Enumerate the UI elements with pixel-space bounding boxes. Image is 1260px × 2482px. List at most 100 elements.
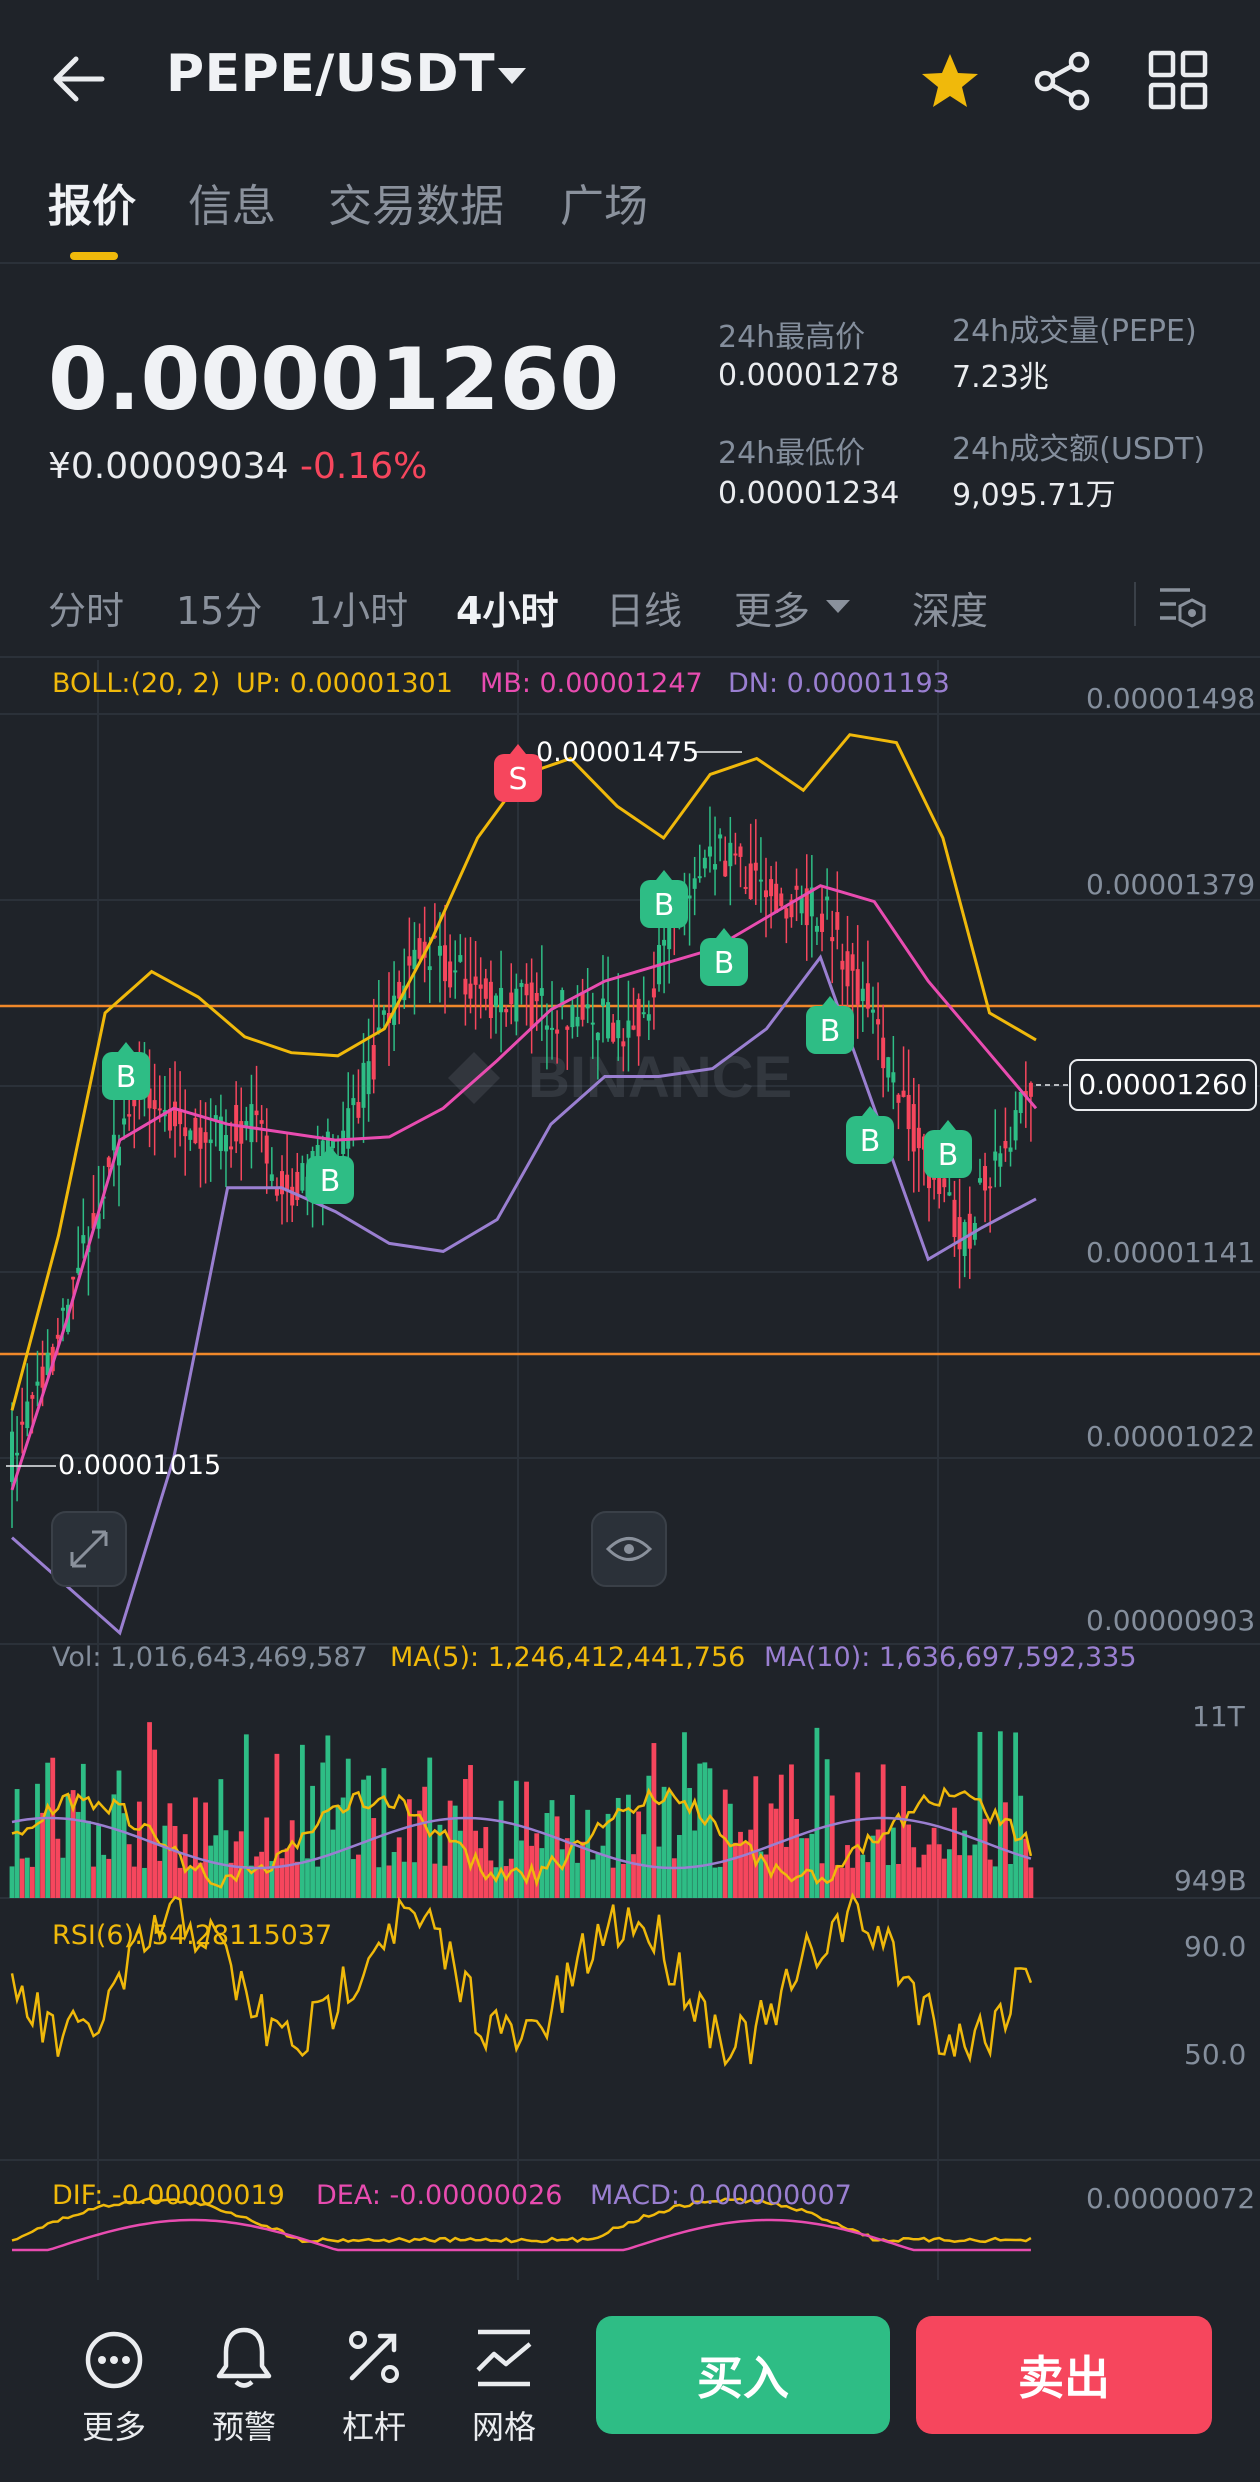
tf-more[interactable]: 更多 — [734, 589, 811, 633]
candle — [687, 873, 692, 946]
tf-depth[interactable]: 深度 — [912, 589, 989, 633]
macd-value: MACD: 0.00000007 — [590, 2180, 852, 2211]
visibility-button[interactable] — [591, 1511, 667, 1587]
candle — [499, 950, 504, 1053]
volume-bar — [865, 1862, 871, 1898]
buy-signal-marker[interactable]: B — [700, 928, 748, 986]
grid-label[interactable]: 网格 — [471, 2408, 536, 2446]
volume-bar — [702, 1762, 708, 1898]
tf-daily[interactable]: 日线 — [606, 589, 683, 633]
tf-1h[interactable]: 1小时 — [308, 589, 409, 633]
rsi-axis-label: 90.0 — [1184, 1930, 1247, 1963]
volume-bar — [758, 1851, 764, 1898]
volume-bar — [600, 1845, 606, 1898]
candle — [621, 1028, 626, 1072]
volume-bar — [264, 1817, 270, 1898]
volume-bar — [29, 1866, 35, 1898]
candle — [916, 1084, 921, 1192]
volume-bar — [442, 1865, 448, 1898]
buy-button[interactable]: 买入 — [596, 2316, 890, 2434]
volume-bar — [457, 1830, 463, 1898]
volume-bar — [661, 1786, 667, 1898]
volume-bar — [274, 1753, 280, 1898]
volume-bar — [396, 1837, 402, 1898]
volume-bar — [406, 1799, 412, 1898]
kline-chart[interactable]: BINANCE B B B B B B B S 0.00001475 0.00001015 0… — [0, 660, 1260, 2280]
volume-bar — [361, 1779, 366, 1898]
fullscreen-button[interactable] — [51, 1511, 127, 1587]
candle — [881, 1004, 886, 1098]
svg-text:B: B — [938, 1138, 959, 1173]
candle — [794, 868, 799, 922]
high-value: 0.00001278 — [718, 358, 900, 393]
more-dots-icon[interactable] — [84, 2330, 144, 2390]
candle — [743, 866, 748, 895]
tab-trading-data[interactable]: 交易数据 — [328, 181, 504, 232]
volume-bar — [748, 1829, 754, 1898]
tab-quote[interactable]: 报价 — [48, 181, 136, 232]
pair-title[interactable]: PEPE/USDT — [166, 44, 496, 104]
volume-bar — [152, 1749, 158, 1898]
star-favorite-icon[interactable] — [920, 52, 980, 110]
volume-bar — [101, 1854, 107, 1898]
candle — [96, 1165, 101, 1239]
volume-bar — [401, 1861, 407, 1898]
volume-bar — [45, 1762, 51, 1898]
volume-bar — [238, 1831, 244, 1898]
buy-signal-marker[interactable]: B — [102, 1042, 150, 1100]
svg-text:B: B — [116, 1060, 137, 1095]
volume-bar — [590, 1859, 596, 1898]
volume-bar — [559, 1849, 565, 1898]
sell-signal-marker[interactable]: S — [494, 744, 542, 802]
grid-trading-icon[interactable] — [474, 2326, 534, 2390]
sell-button[interactable]: 卖出 — [916, 2316, 1212, 2434]
candle — [896, 1093, 901, 1130]
volume-bar — [203, 1802, 208, 1898]
volume-bar — [259, 1851, 265, 1898]
candle — [595, 1032, 600, 1080]
volume-bar — [819, 1863, 825, 1898]
volume-bar — [305, 1858, 310, 1898]
volume-bar — [595, 1853, 601, 1898]
volume-bar — [432, 1863, 438, 1898]
tf-4h[interactable]: 4小时 — [456, 589, 559, 633]
candle — [876, 982, 881, 1061]
more-label[interactable]: 更多 — [81, 2408, 146, 2446]
svg-text:B: B — [860, 1124, 881, 1159]
price-axis-label: 0.00001141 — [1086, 1236, 1256, 1269]
buy-signal-marker[interactable]: B — [806, 996, 854, 1054]
tf-15m[interactable]: 15分 — [176, 589, 263, 633]
buy-signal-marker[interactable]: B — [306, 1146, 354, 1204]
volume-bar — [228, 1862, 234, 1898]
candle — [514, 973, 519, 1036]
margin-label[interactable]: 杠杆 — [341, 2408, 406, 2446]
volume-bar — [483, 1827, 489, 1898]
volume-bar — [687, 1787, 692, 1898]
tab-info[interactable]: 信息 — [188, 181, 276, 232]
tab-square[interactable]: 广场 — [560, 181, 648, 232]
buy-signal-marker[interactable]: B — [846, 1106, 894, 1164]
volume-bar — [340, 1797, 346, 1898]
bell-alert-icon[interactable] — [214, 2326, 274, 2390]
pair-dropdown-icon[interactable] — [498, 68, 526, 84]
volume-bar — [468, 1765, 473, 1898]
grid-menu-icon[interactable] — [1148, 50, 1208, 110]
more-caret-icon[interactable] — [826, 600, 850, 613]
candle — [789, 894, 794, 928]
buy-signal-marker[interactable]: B — [924, 1120, 972, 1178]
candle — [351, 1074, 356, 1147]
tf-timeline[interactable]: 分时 — [48, 589, 125, 633]
margin-leverage-icon[interactable] — [344, 2326, 404, 2390]
divider — [0, 656, 1260, 658]
volume-bar — [55, 1838, 61, 1898]
trade-signals[interactable]: B B B B B B B S — [102, 744, 972, 1204]
volume-bar — [19, 1858, 25, 1898]
candle — [402, 948, 407, 1009]
share-icon[interactable] — [1032, 50, 1094, 112]
candle — [886, 1056, 891, 1092]
alert-label[interactable]: 预警 — [211, 2408, 276, 2446]
buy-signal-marker[interactable]: B — [640, 870, 688, 928]
boll-mb-value: MB: 0.00001247 — [480, 668, 703, 699]
chart-settings-icon[interactable] — [1158, 584, 1208, 628]
back-arrow-icon[interactable] — [50, 54, 110, 104]
